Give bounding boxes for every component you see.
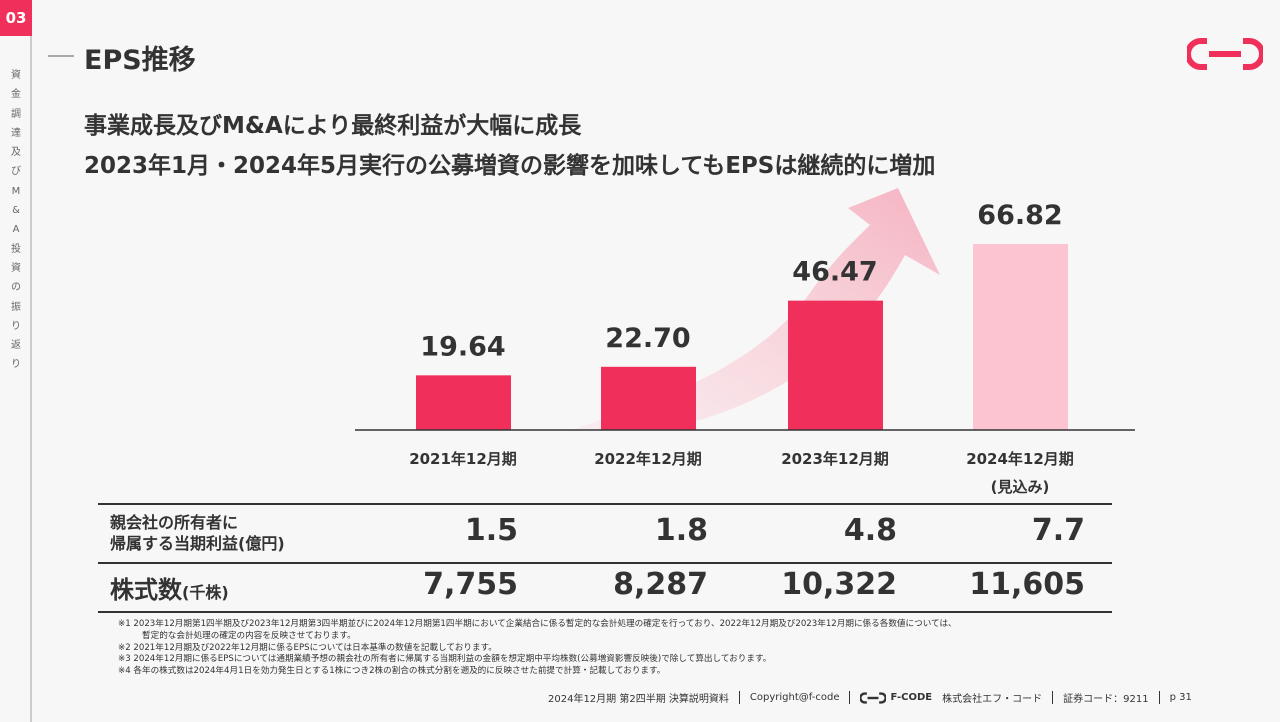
title-rule <box>48 55 74 57</box>
section-label-char: 金 <box>11 89 21 101</box>
table-rule-mid <box>98 562 1112 564</box>
footer-copyright: Copyright@f-code <box>749 692 840 703</box>
section-label-char: 資 <box>11 70 21 81</box>
data-label: 66.82 <box>977 200 1062 231</box>
section-label-char: 返 <box>11 340 21 352</box>
section-label-char: び <box>11 166 21 178</box>
section-label-char: り <box>11 320 21 332</box>
x-tick-label: 2021年12月期 <box>409 450 517 468</box>
footer-stock-code: 証券コード：9211 <box>1063 694 1149 705</box>
profit-value: 4.8 <box>843 513 897 548</box>
shares-value: 7,755 <box>423 567 518 602</box>
row-profit-label-2: 帰属する当期利益(億円) <box>110 534 285 553</box>
section-label-char: 調 <box>11 108 21 120</box>
row-profit-label: 親会社の所有者に 帰属する当期利益(億円) <box>110 512 285 554</box>
note-4: ※4 各年の株式数は2024年4月1日を効力発生日とする1株につき2株の割合の株… <box>118 666 666 677</box>
shares-label-unit: (千株) <box>182 583 229 602</box>
section-label-char: 達 <box>11 127 21 139</box>
footer-brand: F-CODE <box>890 692 933 703</box>
data-label: 22.70 <box>605 323 690 354</box>
note-1: ※1 2023年12月期第1四半期及び2023年12月期第3四半期並びに2024… <box>118 619 957 629</box>
page-title: EPS推移 <box>84 45 196 76</box>
headline-1: 事業成長及びM&Aにより最終利益が大幅に成長 <box>84 113 582 139</box>
note-3: ※3 2024年12月期に係るEPSについては通期業績予想の親会社の所有者に帰属… <box>118 654 772 665</box>
section-label-char: 投 <box>11 243 21 255</box>
section-label: 資金調達及び M & A 投資の振り返り <box>0 66 32 375</box>
section-label-char: り <box>11 359 21 371</box>
bar <box>973 244 1068 430</box>
section-label-char: の <box>11 282 21 294</box>
row-shares-label: 株式数(千株) <box>110 570 229 605</box>
section-number: 03 <box>0 0 32 36</box>
section-label-char: & <box>12 205 20 217</box>
data-label: 19.64 <box>420 331 505 362</box>
x-tick-label: 2024年12月期 <box>966 450 1074 468</box>
shares-label-main: 株式数 <box>110 576 182 604</box>
x-tick-label: 2022年12月期 <box>594 450 702 468</box>
headline-2: 2023年1月・2024年5月実行の公募増資の影響を加味してもEPSは継続的に増… <box>84 153 936 179</box>
section-label-char: A <box>12 224 20 236</box>
fcode-logo-icon <box>1187 38 1263 70</box>
shares-value: 8,287 <box>613 567 708 602</box>
footer-company: 株式会社エフ・コード <box>942 694 1043 705</box>
fcode-small-logo-icon <box>860 691 887 704</box>
table-rule-bottom <box>98 611 1112 613</box>
bar <box>601 366 696 430</box>
profit-value: 1.8 <box>654 513 708 548</box>
bar <box>788 300 883 430</box>
row-profit-label-1: 親会社の所有者に <box>110 513 239 532</box>
section-label-char: 及 <box>11 147 21 159</box>
shares-value: 10,322 <box>781 567 897 602</box>
x-tick-sublabel: (見込み) <box>991 478 1050 496</box>
note-2: ※2 2021年12月期及び2022年12月期に係るEPSについては日本基準の数… <box>118 642 497 653</box>
bar <box>416 375 511 430</box>
profit-value: 7.7 <box>1031 513 1085 548</box>
section-label-char: 資 <box>11 262 21 274</box>
footer: 2024年12月期 第2四半期 決算説明資料 Copyright@f-code … <box>548 690 1192 705</box>
section-sidebar: 03 資金調達及び M & A 投資の振り返り <box>0 0 32 722</box>
section-label-char: M <box>11 185 21 197</box>
x-tick-label: 2023年12月期 <box>781 450 889 468</box>
section-label-char: 振 <box>11 301 21 313</box>
footer-doc: 2024年12月期 第2四半期 決算説明資料 <box>548 694 729 705</box>
table-rule-top <box>98 503 1112 505</box>
data-label: 46.47 <box>792 257 877 288</box>
shares-value: 11,605 <box>969 567 1085 602</box>
note-1-cont: 暫定的な会計処理の確定の内容を反映させております。 <box>142 630 356 641</box>
page-number: p 31 <box>1169 692 1192 703</box>
footnotes: ※1 2023年12月期第1四半期及び2023年12月期第3四半期並びに2024… <box>118 619 957 678</box>
profit-value: 1.5 <box>464 513 518 548</box>
growth-arrow-icon <box>565 188 940 432</box>
